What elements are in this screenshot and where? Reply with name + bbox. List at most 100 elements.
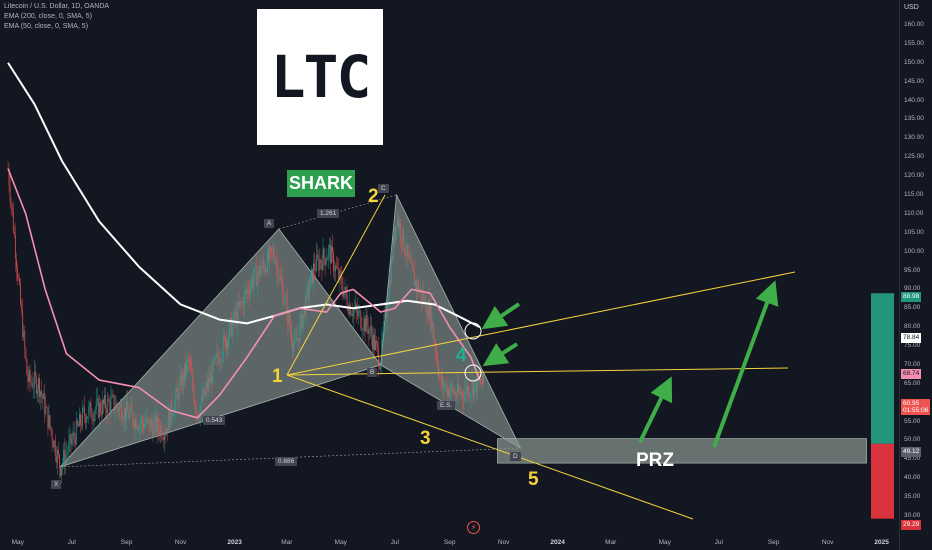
candle-body (200, 395, 202, 407)
candle-body (91, 417, 93, 420)
candle-body (59, 454, 60, 468)
candle-body (155, 415, 157, 433)
candle-body (20, 282, 21, 305)
candle-body (26, 358, 28, 375)
candle-body (405, 255, 407, 257)
candle-body (117, 407, 119, 412)
price-tick: 110.00 (904, 209, 924, 217)
candle-body (327, 248, 329, 259)
candle-body (287, 311, 289, 323)
ema50-line (7, 168, 481, 419)
candle-body (453, 392, 455, 395)
candle-body (326, 258, 328, 261)
candle-body (156, 417, 158, 433)
candle-body (266, 250, 268, 274)
candle-body (423, 292, 425, 303)
candle-body (166, 428, 167, 436)
candle-body (185, 363, 186, 375)
lightning-icon[interactable]: ⚡ (467, 521, 480, 534)
time-tick: May (11, 539, 24, 546)
candle-body (121, 405, 122, 421)
price-tick: 150.00 (904, 58, 924, 66)
candle-body (410, 261, 412, 263)
candle-body (93, 413, 95, 422)
time-tick: Sep (767, 539, 780, 546)
wave-number-2: 2 (368, 186, 379, 207)
candle-body (399, 223, 401, 228)
candle-body (339, 270, 341, 280)
candle-body (463, 397, 465, 401)
candle-body (223, 336, 225, 337)
candle-body (54, 440, 56, 457)
candle-body (172, 416, 174, 417)
candle-body (174, 399, 176, 414)
candle-body (38, 378, 39, 390)
candle-body (100, 402, 101, 413)
candle-body (187, 359, 188, 362)
candle-body (400, 223, 402, 240)
candle-body (69, 434, 71, 442)
price-tick: 135.00 (904, 115, 924, 123)
time-tick: 2023 (227, 539, 242, 546)
candle-body (333, 252, 334, 272)
candle-body (284, 298, 286, 305)
candle-body (49, 415, 51, 428)
candle-body (289, 311, 290, 325)
candle-body (232, 322, 234, 337)
ema-cross-circle-1 (464, 322, 482, 340)
candle-body (409, 257, 411, 263)
ltc-logo-text: LTC (270, 43, 372, 111)
candle-body (67, 451, 69, 454)
candle-body (210, 373, 212, 384)
candle-body (123, 420, 124, 422)
candle-body (384, 311, 386, 322)
candle-body (337, 267, 339, 269)
candle-body (86, 418, 88, 423)
candle-body (483, 372, 485, 384)
candle-body (302, 314, 304, 329)
price-tick: 40.00 (904, 474, 921, 482)
candle-body (103, 399, 104, 405)
candle-body (443, 377, 445, 389)
candle-body (416, 280, 417, 290)
candle-body (30, 380, 32, 383)
time-tick: Sep (120, 539, 133, 546)
candle-body (175, 388, 177, 400)
candle-body (411, 261, 413, 269)
candle-body (22, 310, 24, 338)
candle-body (28, 370, 30, 383)
candle-body (335, 265, 336, 272)
candle-body (295, 338, 297, 340)
candle-body (55, 456, 57, 463)
candle-body (320, 260, 322, 264)
candle-body (105, 395, 107, 409)
price-tick: 45.00 (904, 455, 921, 463)
time-tick: Nov (174, 539, 187, 546)
candle-body (369, 326, 371, 331)
candle-body (135, 418, 137, 429)
candle-body (481, 384, 482, 385)
candle-body (311, 268, 312, 276)
candle-body (150, 419, 152, 430)
candle-body (8, 168, 10, 186)
candle-body (454, 392, 456, 397)
candle-body (151, 419, 153, 426)
candle-body (212, 361, 214, 385)
candle-body (106, 408, 108, 414)
candle-body (444, 386, 446, 389)
candle-body (328, 244, 330, 249)
time-tick: May (334, 539, 347, 546)
candle-body (418, 281, 419, 293)
candle-body (51, 431, 53, 442)
candle-body (29, 370, 31, 381)
point-c-label: C (378, 184, 389, 193)
candle-body (346, 295, 348, 308)
candle-body (167, 428, 168, 432)
candle-body (34, 371, 36, 377)
candle-body (259, 266, 261, 276)
candle-body (299, 321, 301, 343)
price-axis[interactable] (899, 0, 932, 550)
candle-body (101, 412, 102, 415)
candle-body (16, 258, 17, 269)
